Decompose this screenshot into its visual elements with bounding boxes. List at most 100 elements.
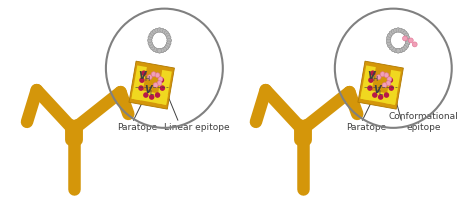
Circle shape: [157, 28, 162, 32]
Circle shape: [401, 47, 405, 52]
Circle shape: [160, 28, 164, 32]
Circle shape: [399, 48, 403, 53]
Circle shape: [157, 49, 162, 53]
Circle shape: [162, 47, 166, 52]
Circle shape: [399, 48, 403, 53]
Circle shape: [388, 33, 392, 37]
Circle shape: [153, 29, 157, 33]
Circle shape: [402, 36, 408, 41]
Circle shape: [396, 49, 401, 53]
Circle shape: [412, 42, 417, 47]
Circle shape: [155, 28, 159, 32]
Circle shape: [151, 46, 155, 50]
Circle shape: [396, 28, 401, 32]
Circle shape: [387, 41, 391, 45]
Circle shape: [151, 31, 155, 35]
Circle shape: [401, 47, 405, 52]
Circle shape: [405, 41, 410, 45]
Circle shape: [401, 29, 405, 33]
Circle shape: [376, 75, 381, 80]
Circle shape: [406, 38, 410, 43]
Circle shape: [157, 28, 162, 32]
Circle shape: [384, 92, 389, 98]
Circle shape: [155, 48, 159, 53]
Circle shape: [149, 43, 153, 48]
Circle shape: [153, 47, 157, 52]
Circle shape: [389, 31, 393, 35]
Circle shape: [401, 47, 405, 52]
Circle shape: [153, 29, 157, 33]
Circle shape: [153, 47, 157, 52]
Circle shape: [151, 72, 156, 77]
Circle shape: [399, 48, 403, 53]
Text: H: H: [373, 76, 378, 82]
Circle shape: [367, 85, 373, 91]
Circle shape: [166, 43, 170, 48]
Circle shape: [388, 43, 392, 48]
Circle shape: [147, 75, 152, 80]
Circle shape: [388, 43, 392, 48]
Circle shape: [389, 46, 393, 50]
Circle shape: [139, 77, 145, 83]
Text: Paratope: Paratope: [118, 123, 158, 132]
Circle shape: [160, 48, 164, 53]
Circle shape: [404, 43, 409, 48]
Circle shape: [405, 41, 410, 45]
Circle shape: [403, 46, 407, 50]
Circle shape: [393, 48, 398, 53]
Circle shape: [151, 31, 155, 35]
Circle shape: [389, 85, 394, 91]
Circle shape: [162, 47, 166, 52]
Text: V: V: [138, 71, 146, 81]
Circle shape: [403, 31, 407, 35]
Circle shape: [166, 43, 170, 48]
Circle shape: [387, 77, 392, 82]
Circle shape: [164, 46, 168, 50]
Text: L: L: [150, 90, 154, 96]
Circle shape: [368, 77, 374, 83]
Text: Conformational
epitope: Conformational epitope: [388, 113, 458, 132]
Circle shape: [403, 46, 407, 50]
Circle shape: [399, 28, 403, 32]
Circle shape: [167, 41, 171, 45]
Circle shape: [157, 49, 162, 53]
Circle shape: [405, 41, 410, 45]
Circle shape: [164, 46, 168, 50]
Circle shape: [167, 41, 171, 45]
Circle shape: [155, 48, 159, 53]
Circle shape: [389, 31, 393, 35]
Circle shape: [393, 48, 398, 53]
Text: V: V: [144, 85, 151, 95]
Circle shape: [162, 47, 166, 52]
Circle shape: [404, 43, 409, 48]
Text: V: V: [373, 85, 380, 95]
Circle shape: [384, 73, 389, 78]
Circle shape: [155, 92, 160, 98]
Circle shape: [160, 48, 164, 53]
Circle shape: [396, 49, 401, 53]
Circle shape: [391, 47, 395, 52]
Circle shape: [393, 28, 398, 32]
Text: H: H: [144, 76, 149, 82]
Text: Linear epitope: Linear epitope: [164, 123, 230, 132]
Polygon shape: [132, 65, 147, 100]
Circle shape: [378, 94, 383, 100]
Circle shape: [166, 43, 170, 48]
Circle shape: [167, 41, 171, 45]
Circle shape: [153, 83, 158, 88]
Text: V: V: [367, 71, 374, 81]
Polygon shape: [361, 89, 397, 105]
Circle shape: [160, 48, 164, 53]
Circle shape: [387, 36, 391, 40]
Circle shape: [409, 38, 413, 43]
Circle shape: [162, 29, 166, 33]
Circle shape: [388, 77, 393, 83]
Circle shape: [155, 73, 160, 78]
Polygon shape: [129, 61, 174, 109]
Circle shape: [166, 33, 170, 37]
Circle shape: [404, 43, 409, 48]
Circle shape: [396, 28, 401, 32]
Polygon shape: [132, 89, 168, 105]
Circle shape: [167, 38, 171, 43]
Circle shape: [164, 31, 168, 35]
